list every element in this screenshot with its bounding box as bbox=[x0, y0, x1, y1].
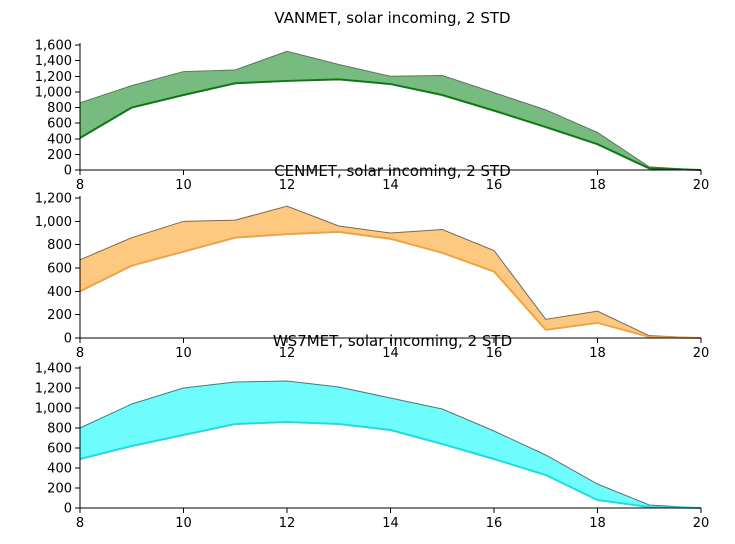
y-tick-label: 400 bbox=[47, 132, 72, 147]
upper-line bbox=[79, 50, 702, 171]
y-tick-label: 1,400 bbox=[35, 362, 72, 377]
x-tick-label: 12 bbox=[279, 516, 296, 531]
x-tick-label: 16 bbox=[486, 178, 503, 193]
y-tick-label: 400 bbox=[47, 462, 72, 477]
x-tick-label: 12 bbox=[279, 346, 296, 361]
chart-panel-1: 0 200 400 600 800 1,000 1,200 8 10 12 14 16 18 20 bbox=[35, 192, 709, 362]
lower-line bbox=[79, 420, 702, 509]
x-tick-label: 10 bbox=[175, 346, 192, 361]
y-tick-label: 400 bbox=[47, 285, 72, 300]
y-tick-label: 1,400 bbox=[35, 54, 72, 69]
x-tick-label: 18 bbox=[589, 516, 606, 531]
chart-title: VANMET, solar incoming, 2 STD bbox=[274, 9, 510, 27]
y-tick-label: 200 bbox=[47, 482, 72, 497]
chart-panel-2: 0 200 400 600 800 1,000 1,200 1,400 8 10 12 14 16 18 2… bbox=[35, 362, 709, 532]
y-tick-label: 600 bbox=[47, 442, 72, 457]
y-tick-label: 1,000 bbox=[35, 85, 72, 100]
x-tick-label: 14 bbox=[382, 178, 399, 193]
x-tick-label: 12 bbox=[279, 178, 296, 193]
y-tick-label: 600 bbox=[47, 262, 72, 277]
y-tick-label: 0 bbox=[64, 502, 72, 517]
y-tick-label: 200 bbox=[47, 148, 72, 163]
x-tick-label: 10 bbox=[175, 516, 192, 531]
x-tick-label: 18 bbox=[589, 346, 606, 361]
chart-title: WS7MET, solar incoming, 2 STD bbox=[273, 332, 512, 350]
x-tick-label: 20 bbox=[693, 346, 710, 361]
y-tick-label: 1,200 bbox=[35, 382, 72, 397]
x-tick-label: 10 bbox=[175, 178, 192, 193]
upper-line bbox=[79, 380, 702, 509]
x-tick-label: 20 bbox=[693, 516, 710, 531]
y-tick-label: 1,600 bbox=[35, 39, 72, 54]
y-tick-label: 800 bbox=[47, 422, 72, 437]
y-tick-label: 600 bbox=[47, 117, 72, 132]
y-tick-label: 1,000 bbox=[35, 215, 72, 230]
lower-line bbox=[79, 78, 702, 171]
x-tick-label: 8 bbox=[76, 346, 84, 361]
std-band bbox=[80, 381, 701, 508]
upper-line bbox=[79, 205, 702, 339]
y-tick-label: 0 bbox=[64, 332, 72, 347]
y-tick-label: 800 bbox=[47, 101, 72, 116]
y-tick-label: 200 bbox=[47, 308, 72, 323]
chart-title: CENMET, solar incoming, 2 STD bbox=[274, 162, 511, 180]
x-tick-label: 14 bbox=[382, 346, 399, 361]
x-tick-label: 18 bbox=[589, 178, 606, 193]
x-tick-label: 8 bbox=[76, 178, 84, 193]
y-tick-label: 1,200 bbox=[35, 192, 72, 207]
std-band bbox=[80, 51, 701, 170]
x-tick-label: 16 bbox=[486, 346, 503, 361]
y-tick-label: 800 bbox=[47, 238, 72, 253]
x-tick-label: 8 bbox=[76, 516, 84, 531]
x-tick-label: 16 bbox=[486, 516, 503, 531]
y-tick-label: 1,000 bbox=[35, 402, 72, 417]
y-tick-label: 0 bbox=[64, 164, 72, 179]
x-tick-label: 20 bbox=[693, 178, 710, 193]
std-band bbox=[80, 206, 701, 338]
x-tick-label: 14 bbox=[382, 516, 399, 531]
lower-line bbox=[79, 230, 702, 339]
y-tick-label: 1,200 bbox=[35, 70, 72, 85]
